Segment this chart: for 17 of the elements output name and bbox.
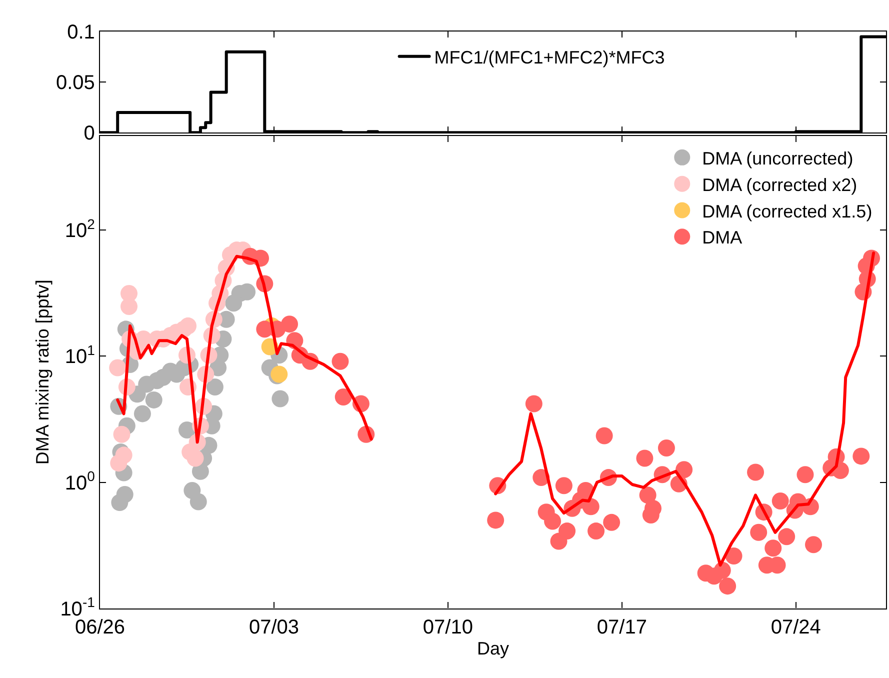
y-tick-label: 10$^{1}$: [64, 342, 96, 368]
x-tick-label: 07/10: [422, 616, 473, 638]
legend-label: DMA (corrected x2): [702, 174, 858, 195]
x-tick-label: 07/03: [248, 616, 300, 638]
x-axis-title: Day: [476, 638, 510, 658]
legend-label: DMA (uncorrected): [702, 148, 854, 168]
y-tick-label: 0: [84, 122, 95, 145]
legend-label: DMA (corrected x1.5): [702, 201, 872, 222]
y-tick-label: 10$^{0}$: [64, 468, 96, 494]
y-tick-label: 0.05: [56, 72, 95, 94]
x-tick-label: 07/17: [596, 616, 647, 638]
legend-label: DMA: [702, 228, 742, 248]
x-tick-label: 07/24: [770, 616, 821, 638]
y-tick-label: 0.1: [67, 22, 95, 44]
y-tick-label: 10$^{2}$: [64, 216, 96, 242]
y-axis-title: DMA mixing ratio [pptv]: [32, 280, 52, 465]
legend-label: MFC1/(MFC1+MFC2)*MFC3: [434, 47, 665, 68]
